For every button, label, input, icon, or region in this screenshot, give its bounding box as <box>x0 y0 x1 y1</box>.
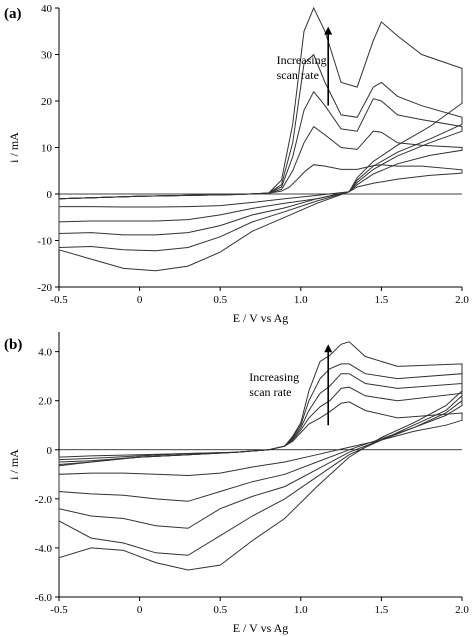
x-axis-label: E / V vs Ag <box>233 621 289 635</box>
y-tick-label: 30 <box>41 50 53 62</box>
series-line-5 <box>58 341 463 571</box>
y-tick-label: 40 <box>41 3 53 15</box>
panel-label: (b) <box>4 337 22 353</box>
annotation-line-2: scan rate <box>249 385 291 399</box>
x-tick-label: 0 <box>137 604 143 616</box>
x-tick-label: 0.5 <box>213 604 227 616</box>
y-tick-label: 20 <box>41 96 53 108</box>
x-tick-label: 2.0 <box>455 294 469 306</box>
y-tick-label: 2.0 <box>38 396 52 408</box>
y-tick-label: -6.0 <box>35 592 53 604</box>
series-line-1 <box>58 401 463 477</box>
y-tick-label: -2.0 <box>35 494 53 506</box>
x-tick-label: -0.5 <box>50 294 68 306</box>
scan-rate-arrow-head <box>324 344 333 353</box>
x-tick-label: 0 <box>137 294 143 306</box>
y-tick-label: -10 <box>37 236 52 248</box>
y-tick-label: 0 <box>47 189 53 201</box>
x-tick-label: 1.0 <box>294 604 308 616</box>
series-line-1 <box>58 164 463 208</box>
panel-label: (a) <box>4 6 22 22</box>
x-tick-label: 1.0 <box>294 294 308 306</box>
annotation-line-2: scan rate <box>277 68 319 82</box>
annotation-line-1: Increasing <box>249 370 299 384</box>
chart-panel-2: -0.5 0 0.5 1.0 1.5 2.0 -6.0 -4.0 -2.0 0 2.0 4.0 E / … <box>4 332 469 635</box>
series-line-2 <box>58 386 463 502</box>
series-line-4 <box>58 53 463 252</box>
x-tick-label: 0.5 <box>213 294 227 306</box>
series-line-2 <box>58 125 463 223</box>
x-tick-label: -0.5 <box>50 604 68 616</box>
series-line-3 <box>58 90 463 236</box>
y-tick-label: 0 <box>47 445 53 457</box>
y-tick-label: 10 <box>41 143 53 155</box>
y-tick-label: -20 <box>37 282 52 294</box>
y-tick-label: 4.0 <box>38 347 52 359</box>
series-line-5 <box>58 6 463 272</box>
chart-panel-1: -0.5 0 0.5 1.0 1.5 2.0 -20 -10 0 10 20 30 40 E / V vs… <box>4 3 469 325</box>
y-axis-label: i / mA <box>7 449 21 480</box>
x-tick-label: 1.5 <box>375 604 389 616</box>
annotation-line-1: Increasing <box>277 53 327 67</box>
x-tick-label: 2.0 <box>455 604 469 616</box>
y-tick-label: -4.0 <box>35 543 53 555</box>
x-axis-label: E / V vs Ag <box>233 311 289 325</box>
y-axis-label: i / mA <box>7 132 21 163</box>
x-tick-label: 1.5 <box>375 294 389 306</box>
scan-rate-arrow-head <box>324 26 333 35</box>
